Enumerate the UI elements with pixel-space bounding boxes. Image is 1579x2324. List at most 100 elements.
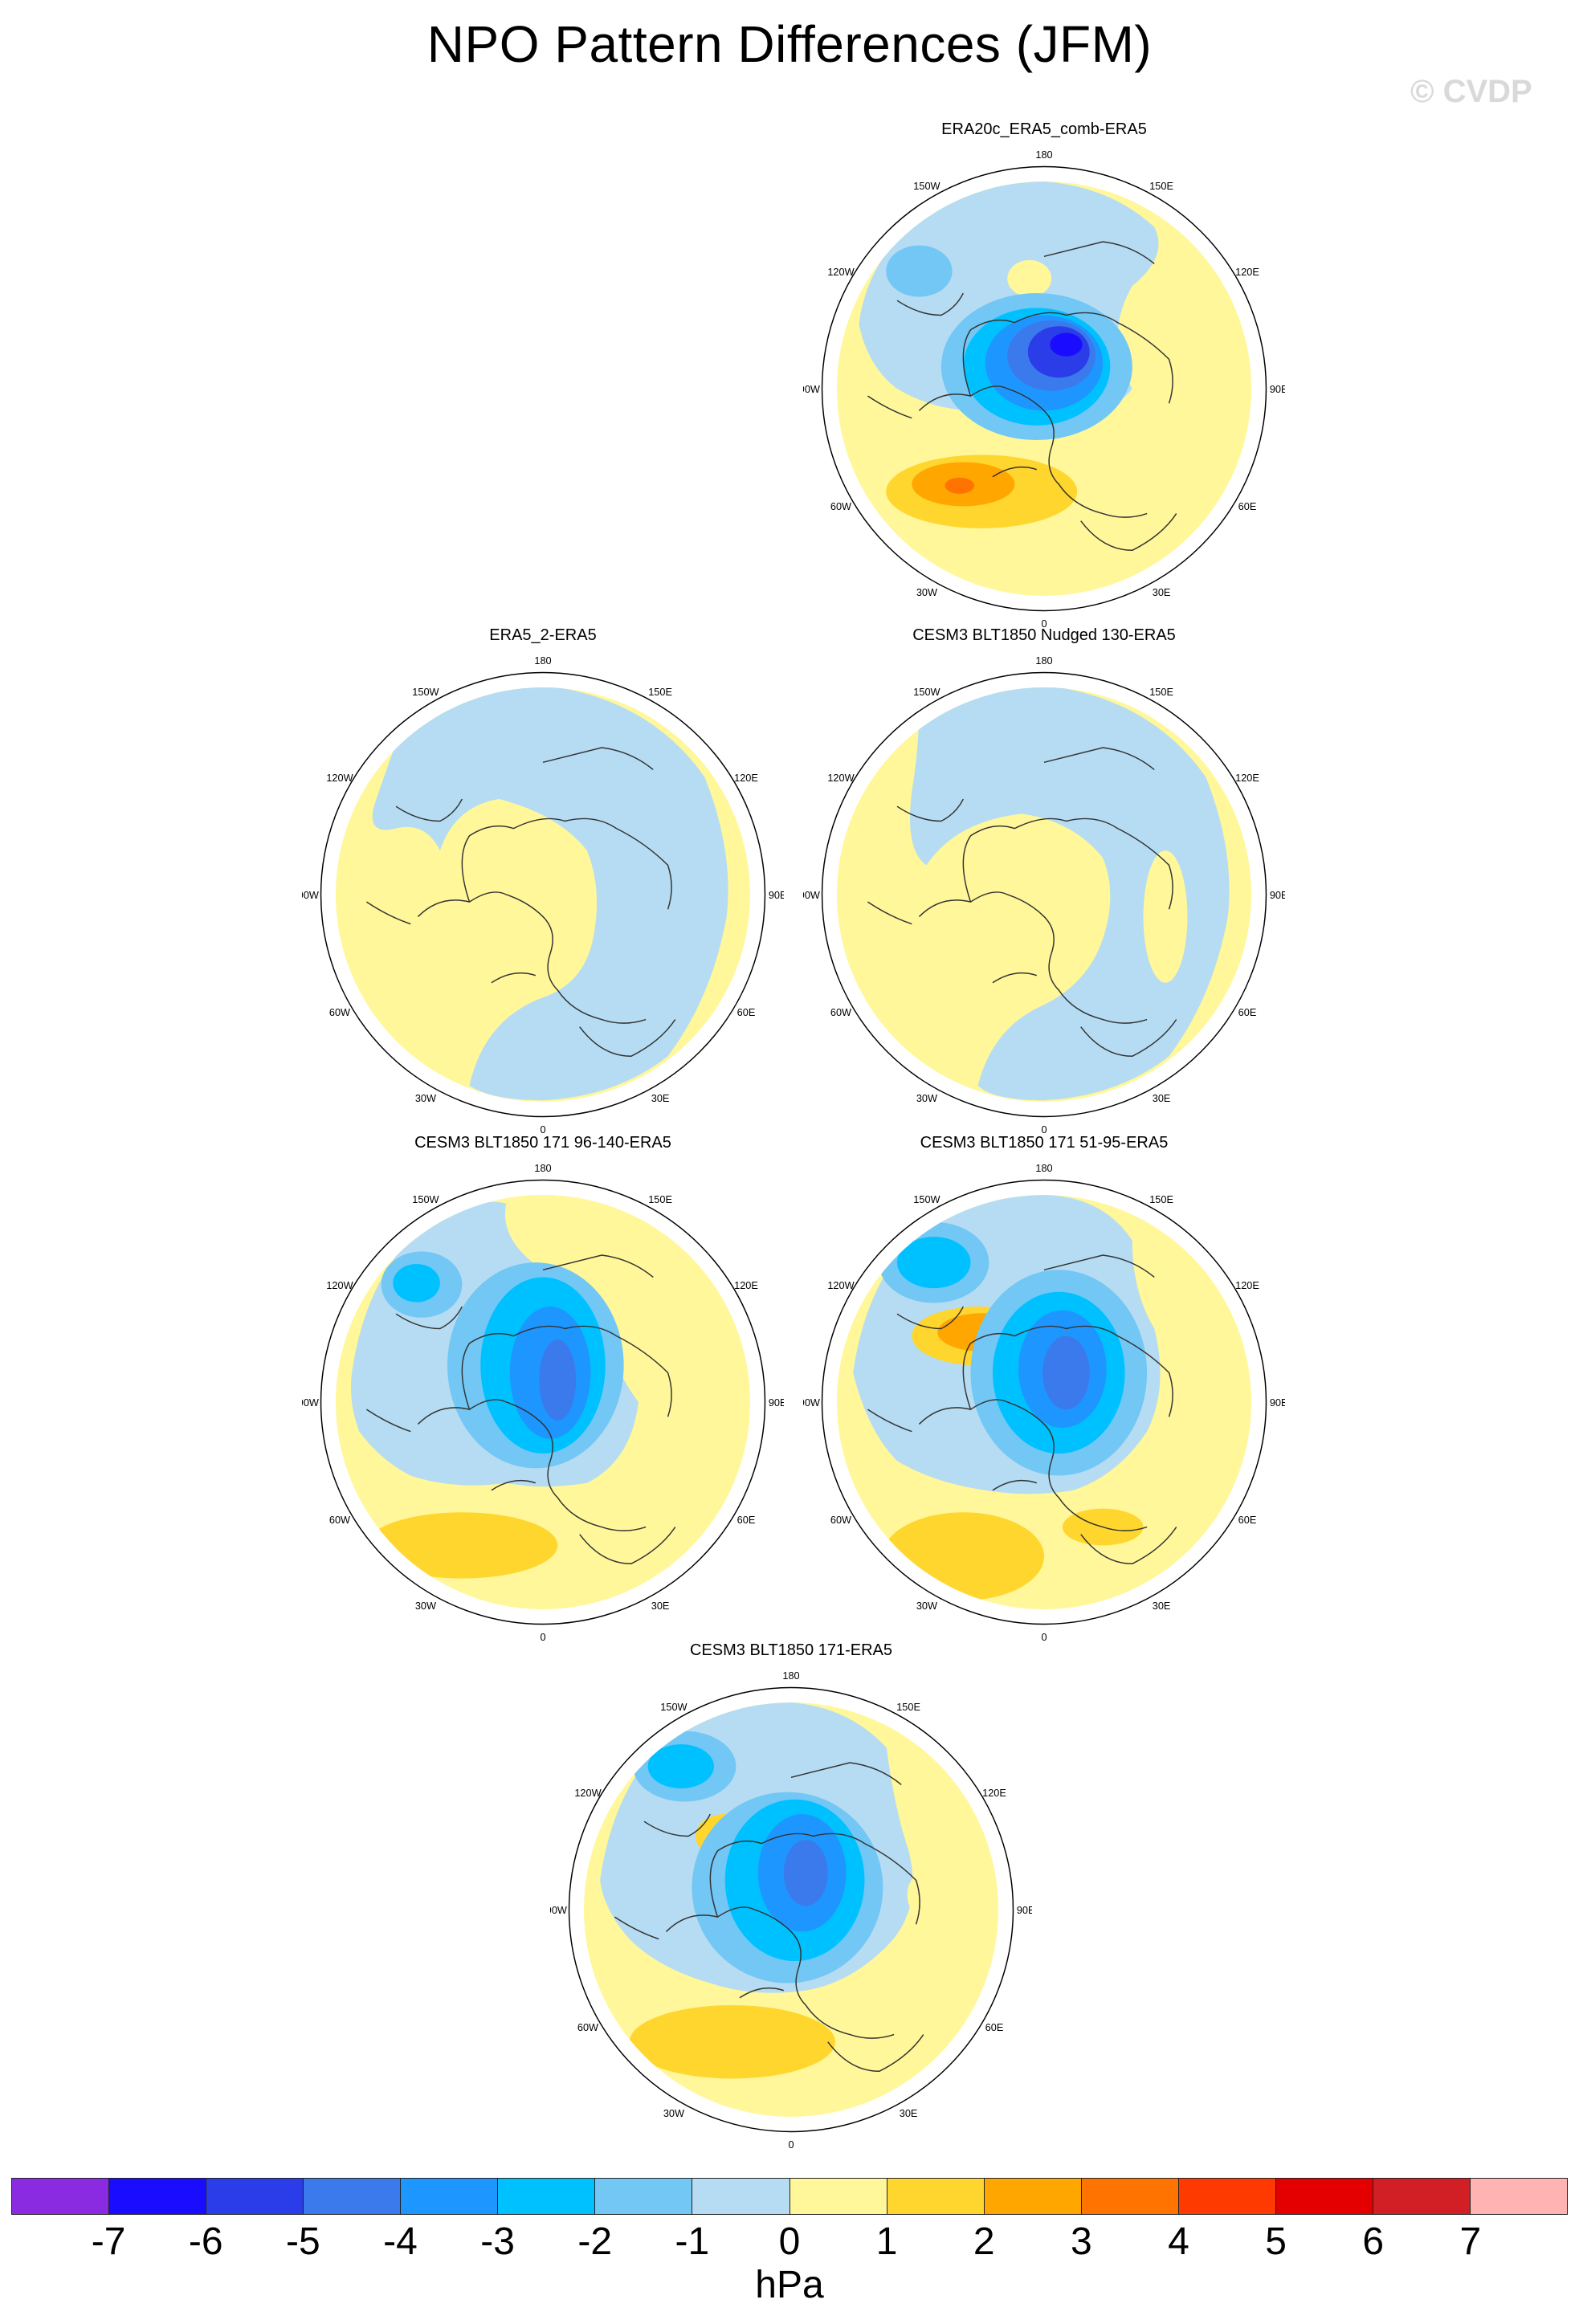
longitude-label: 120E [734, 1279, 758, 1291]
longitude-label: 150E [1149, 180, 1173, 192]
longitude-label: 30E [900, 2107, 918, 2119]
contour-region [945, 477, 975, 494]
map-panel: CESM3 BLT1850 171 96-140-ERA5 180 150E 120E… [302, 1134, 784, 1648]
colorbar-tick-label: -5 [286, 2220, 320, 2263]
longitude-label: 30E [1153, 1092, 1171, 1104]
longitude-label: 150E [648, 1193, 672, 1205]
longitude-label: 0 [1041, 1631, 1047, 1643]
longitude-label: 90E [1270, 889, 1285, 901]
longitude-label: 60W [830, 500, 851, 512]
longitude-label: 150W [913, 686, 940, 698]
longitude-label: 120E [1235, 266, 1259, 278]
longitude-label: 60W [830, 1514, 851, 1526]
longitude-label: 60E [737, 1006, 756, 1018]
contour-region [1042, 1335, 1090, 1410]
longitude-label: 30W [415, 1092, 436, 1104]
polar-map: 180 150E 120E 90E 60E 30E 0 30W 60W 90W 120W 150W [302, 654, 784, 1135]
longitude-label: 120W [574, 1787, 601, 1799]
longitude-label: 90E [769, 889, 784, 901]
map-border [320, 1179, 766, 1625]
watermark: © CVDP [1410, 74, 1532, 109]
longitude-label: 30W [916, 586, 937, 598]
colorbar-tick-label: 2 [973, 2220, 995, 2263]
longitude-label: 90W [803, 889, 820, 901]
map-panel: CESM3 BLT1850 171 51-95-ERA5 180 150E 120E 9… [803, 1134, 1285, 1648]
map-border [821, 165, 1267, 612]
colorbar-swatch [692, 2179, 790, 2214]
coastline [867, 1254, 1177, 1565]
colorbar-tick-label: 7 [1459, 2220, 1482, 2263]
longitude-label: 120W [827, 266, 854, 278]
coastline [365, 747, 676, 1058]
colorbar-swatch [109, 2179, 207, 2214]
contour-region [539, 1339, 577, 1421]
longitude-label: 150W [412, 1193, 439, 1205]
colorbar-tick-label: 0 [778, 2220, 801, 2263]
longitude-label: 30E [1153, 1600, 1171, 1612]
longitude-label: 120W [827, 1279, 854, 1291]
colorbar-swatch [1081, 2179, 1179, 2214]
longitude-label: 60W [830, 1006, 851, 1018]
contour-region [896, 1237, 971, 1289]
longitude-label: 90W [302, 889, 319, 901]
colorbar-swatch [790, 2179, 887, 2214]
longitude-label: 150E [896, 1701, 920, 1713]
contour-region [647, 1744, 714, 1789]
colorbar-swatch [401, 2179, 499, 2214]
colorbar [11, 2178, 1568, 2215]
longitude-label: 0 [1041, 1123, 1047, 1135]
colorbar-swatch [595, 2179, 693, 2214]
colorbar-swatch [498, 2179, 596, 2214]
coastline [365, 1254, 676, 1565]
longitude-label: 90W [302, 1396, 319, 1409]
longitude-label: 60W [329, 1514, 350, 1526]
contour-region [886, 245, 953, 297]
map-border [568, 1686, 1014, 2133]
longitude-label: 90E [1270, 383, 1285, 395]
longitude-label: 150E [648, 686, 672, 698]
page-title: NPO Pattern Differences (JFM) [426, 15, 1153, 73]
longitude-label: 60W [329, 1006, 350, 1018]
longitude-label: 30W [916, 1600, 937, 1612]
longitude-label: 150E [1149, 1193, 1173, 1205]
contour-region [372, 687, 728, 1101]
map-panel: CESM3 BLT1850 171-ERA5 180 150E 120E 90E 60E 3… [550, 1641, 1032, 2155]
longitude-label: 0 [540, 1123, 545, 1135]
longitude-label: 150E [1149, 686, 1173, 698]
colorbar-swatch [1178, 2179, 1276, 2214]
longitude-label: 180 [1035, 1162, 1052, 1174]
longitude-label: 90E [769, 1396, 784, 1409]
longitude-label: 30E [651, 1092, 670, 1104]
contour-region [910, 687, 1230, 1101]
map-panel: CESM3 BLT1850 Nudged 130-ERA5 180 150E 120E… [803, 626, 1285, 1140]
longitude-label: 30E [651, 1600, 670, 1612]
longitude-label: 0 [788, 2138, 794, 2151]
panel-title: CESM3 BLT1850 Nudged 130-ERA5 [912, 626, 1176, 644]
longitude-label: 60E [1238, 1006, 1257, 1018]
longitude-label: 150W [913, 180, 940, 192]
longitude-label: 30W [916, 1092, 937, 1104]
longitude-label: 60E [737, 1514, 756, 1526]
polar-map: 180 150E 120E 90E 60E 30E 0 30W 60W 90W 120W 150W [803, 149, 1285, 630]
longitude-label: 90W [550, 1904, 567, 1916]
colorbar-tick-label: -3 [480, 2220, 515, 2263]
colorbar-tick-label: 4 [1168, 2220, 1189, 2263]
colorbar-tick-label: 6 [1362, 2220, 1385, 2263]
longitude-label: 120E [1235, 772, 1259, 784]
longitude-label: 180 [1035, 654, 1052, 667]
longitude-label: 0 [540, 1631, 545, 1643]
longitude-label: 0 [1041, 618, 1047, 630]
panel-title: CESM3 BLT1850 171-ERA5 [690, 1641, 892, 1659]
polar-map: 180 150E 120E 90E 60E 30E 0 30W 60W 90W 120W 150W [803, 1162, 1285, 1643]
contour-region [992, 835, 1081, 968]
polar-map: 180 150E 120E 90E 60E 30E 0 30W 60W 90W 120W 150W [302, 1162, 784, 1643]
contour-region [425, 881, 448, 908]
longitude-label: 180 [534, 654, 551, 667]
contour-region [366, 1512, 558, 1579]
panel-title: ERA5_2-ERA5 [489, 626, 597, 644]
polar-map: 180 150E 120E 90E 60E 30E 0 30W 60W 90W 120W 150W [803, 654, 1285, 1135]
contour-region [499, 835, 587, 968]
contour-region [393, 1263, 440, 1303]
longitude-label: 60E [1238, 1514, 1257, 1526]
longitude-label: 180 [782, 1670, 799, 1682]
